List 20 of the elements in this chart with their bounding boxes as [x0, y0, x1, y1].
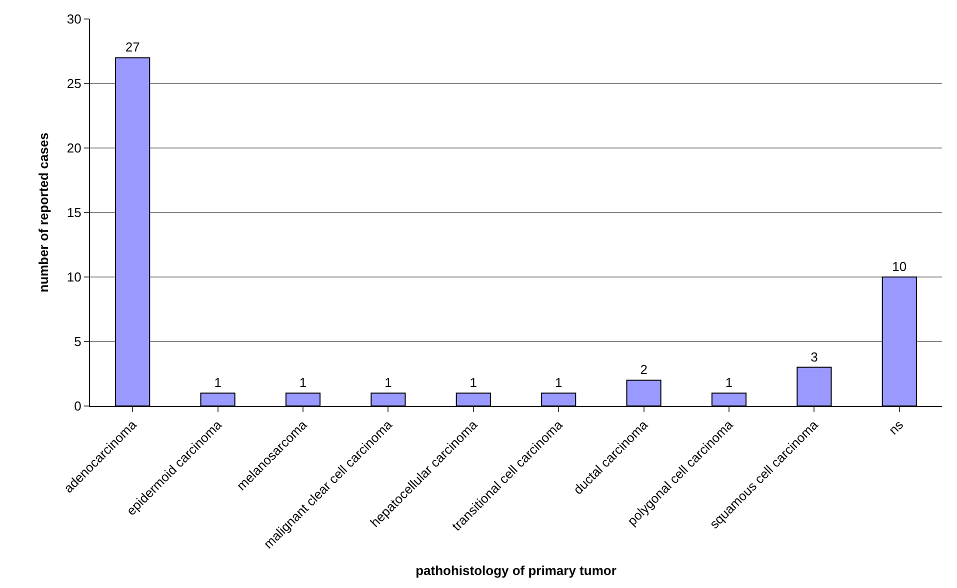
y-tick-label: 20 [66, 140, 82, 156]
y-tick-label: 25 [66, 76, 82, 92]
data-label: 3 [810, 349, 818, 364]
y-tick-label: 15 [66, 205, 82, 220]
y-axis-title: number of reported cases [36, 132, 51, 292]
data-label: 1 [299, 375, 307, 390]
x-tick-label: ns [886, 416, 906, 438]
y-tick-label: 0 [74, 398, 82, 414]
data-label: 1 [554, 375, 562, 390]
data-label: 1 [470, 375, 478, 390]
y-tick-label: 10 [66, 270, 82, 285]
data-label: 2 [640, 362, 648, 378]
data-label: 10 [892, 259, 907, 274]
data-label: 27 [125, 40, 140, 55]
y-tick-label: 30 [66, 12, 82, 27]
data-label: 1 [384, 375, 392, 390]
y-tick-label: 5 [74, 334, 82, 350]
data-label: 1 [214, 375, 222, 390]
data-label: 1 [725, 375, 733, 390]
x-axis-title: pathohistology of primary tumor [416, 563, 616, 578]
